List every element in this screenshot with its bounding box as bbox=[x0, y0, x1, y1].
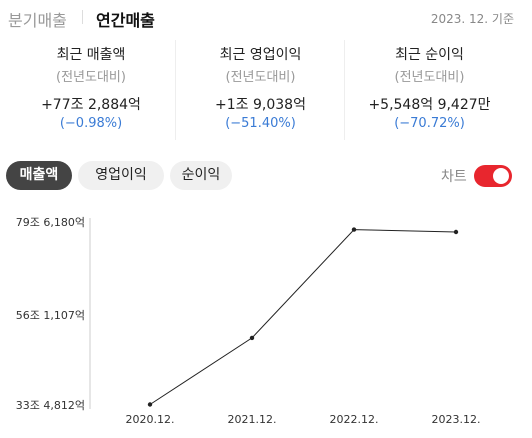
tab-annual-sales[interactable]: 연간매출 bbox=[96, 11, 155, 30]
data-point-2[interactable] bbox=[351, 227, 357, 232]
annual-sales-chart: 79조 6,180억 56조 1,107억 33조 4,812억 2020.12. 20… bbox=[16, 216, 481, 426]
metric-title: 최근 영업이익 bbox=[219, 47, 302, 63]
toggle-knob bbox=[493, 168, 509, 184]
metric-title: 최근 매출액 bbox=[56, 47, 126, 63]
tab-divider bbox=[82, 10, 83, 24]
metric-change: (−51.40%) bbox=[225, 116, 296, 131]
chip-sales[interactable]: 매출액 bbox=[6, 161, 72, 190]
metric-subtitle: (전년도대비) bbox=[56, 70, 126, 85]
x-tick-label-1: 2021.12. bbox=[228, 413, 277, 426]
chip-operating-profit[interactable]: 영업이익 bbox=[78, 161, 164, 190]
tab-quarterly-sales[interactable]: 분기매출 bbox=[8, 11, 67, 30]
metric-value: +1조 9,038억 bbox=[215, 97, 306, 113]
metric-value: +77조 2,884억 bbox=[41, 97, 141, 113]
as-of-date: 2023. 12. 기준 bbox=[430, 12, 514, 26]
x-tick-label-3: 2023.12. bbox=[432, 413, 481, 426]
chip-net-income[interactable]: 순이익 bbox=[170, 161, 232, 190]
metric-recent-sales: 최근 매출액 (전년도대비) +77조 2,884억 (−0.98%) bbox=[6, 40, 176, 140]
metric-change: (−70.72%) bbox=[394, 116, 465, 131]
metric-subtitle: (전년도대비) bbox=[225, 70, 296, 85]
data-point-1[interactable] bbox=[249, 335, 255, 341]
y-tick-label-1: 56조 1,107억 bbox=[16, 309, 85, 322]
metric-change: (−0.98%) bbox=[59, 116, 123, 131]
y-tick-label-0: 79조 6,180억 bbox=[16, 216, 85, 229]
metric-value: +5,548억 9,427만 bbox=[368, 97, 491, 113]
x-tick-label-0: 2020.12. bbox=[126, 413, 175, 426]
period-tabs: 분기매출 연간매출 2023. 12. 기준 bbox=[0, 0, 532, 34]
data-point-3[interactable] bbox=[453, 229, 459, 235]
data-point-0[interactable] bbox=[147, 402, 153, 407]
y-tick-label-2: 33조 4,812억 bbox=[16, 399, 85, 412]
metric-recent-operating-profit: 최근 영업이익 (전년도대비) +1조 9,038억 (−51.40%) bbox=[175, 40, 345, 140]
x-tick-label-2: 2022.12. bbox=[330, 413, 379, 426]
sales-series-line bbox=[149, 229, 457, 405]
summary-metrics: 최근 매출액 (전년도대비) +77조 2,884억 (−0.98%) 최근 영… bbox=[0, 40, 532, 140]
metric-subtitle: (전년도대비) bbox=[394, 70, 465, 85]
metric-title: 최근 순이익 bbox=[395, 47, 464, 63]
chart-toggle-switch[interactable] bbox=[474, 165, 512, 187]
metric-recent-net-income: 최근 순이익 (전년도대비) +5,548억 9,427만 (−70.72%) bbox=[344, 40, 514, 140]
chart-toggle-label: 차트 bbox=[441, 169, 467, 185]
